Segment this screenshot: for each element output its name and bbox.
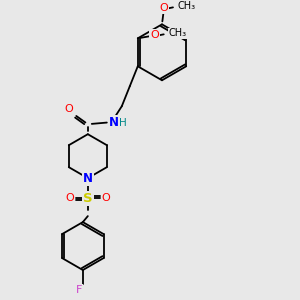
Text: O: O [65,193,74,203]
Text: N: N [83,172,93,185]
Text: N: N [109,116,119,129]
Text: O: O [64,104,73,114]
Text: O: O [150,30,159,40]
Text: F: F [76,285,82,295]
Text: S: S [83,192,93,205]
Text: CH₃: CH₃ [169,28,187,38]
Text: CH₃: CH₃ [178,2,196,11]
Text: O: O [101,193,110,203]
Text: O: O [160,3,168,14]
Text: H: H [119,118,127,128]
